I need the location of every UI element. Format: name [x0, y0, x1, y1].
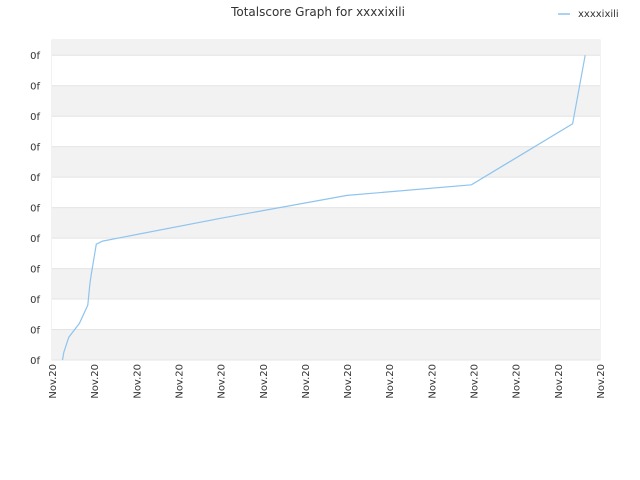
x-tick-label: Nov.20 — [554, 364, 565, 399]
y-tick-label: 0f — [30, 204, 40, 215]
x-tick-label: Nov.20 — [217, 364, 228, 399]
grid-band — [52, 268, 600, 300]
y-tick-label: 0f — [30, 143, 40, 154]
x-tick-label: Nov.20 — [301, 364, 312, 399]
grid-band — [52, 238, 600, 269]
y-tick-label: 0f — [30, 265, 40, 276]
series-group — [61, 55, 586, 361]
x-tick-label: Nov.20 — [259, 364, 270, 399]
x-tick-label: Nov.20 — [427, 364, 438, 399]
y-tick-label: 0f — [30, 51, 40, 62]
y-tick-label: 0f — [30, 326, 40, 337]
x-tick-label: Nov.20 — [596, 364, 607, 399]
y-tick-label: 0f — [30, 112, 40, 123]
grid-band — [52, 85, 600, 117]
x-tick-label: Nov.20 — [385, 364, 396, 399]
x-tick-label: Nov.20 — [132, 364, 143, 399]
y-tick-label: 0f — [30, 173, 40, 184]
grid-band — [52, 299, 600, 330]
grid-band — [52, 207, 600, 239]
grid-band — [52, 177, 600, 208]
x-tick-label: Nov.20 — [90, 364, 101, 399]
grid-band — [52, 329, 600, 360]
y-tick-label: 0f — [30, 295, 40, 306]
series-line — [61, 55, 586, 361]
x-tick-label: Nov.20 — [470, 364, 481, 399]
y-tick-label: 0f — [30, 234, 40, 245]
plot-background — [51, 39, 601, 361]
y-axis-ticks: 0f 0f 0f 0f 0f 0f 0f 0f 0f 0f 0f — [30, 51, 40, 367]
grid-band — [52, 116, 600, 147]
x-tick-label: Nov.20 — [174, 364, 185, 399]
grid-band — [52, 146, 600, 178]
y-tick-label: 0f — [30, 356, 40, 367]
grid-band — [52, 40, 600, 56]
x-axis-ticks: Nov.20 Nov.20 Nov.20 Nov.20 Nov.20 Nov.20 Nov.… — [48, 364, 607, 399]
grid-band — [52, 55, 600, 86]
x-tick-label: Nov.20 — [343, 364, 354, 399]
x-tick-label: Nov.20 — [512, 364, 523, 399]
legend-label: xxxxixili — [578, 9, 619, 20]
x-tick-label: Nov.20 — [48, 364, 59, 399]
y-tick-label: 0f — [30, 82, 40, 93]
chart-title: Totalscore Graph for xxxxixili — [230, 5, 405, 19]
legend: xxxxixili — [558, 9, 619, 20]
